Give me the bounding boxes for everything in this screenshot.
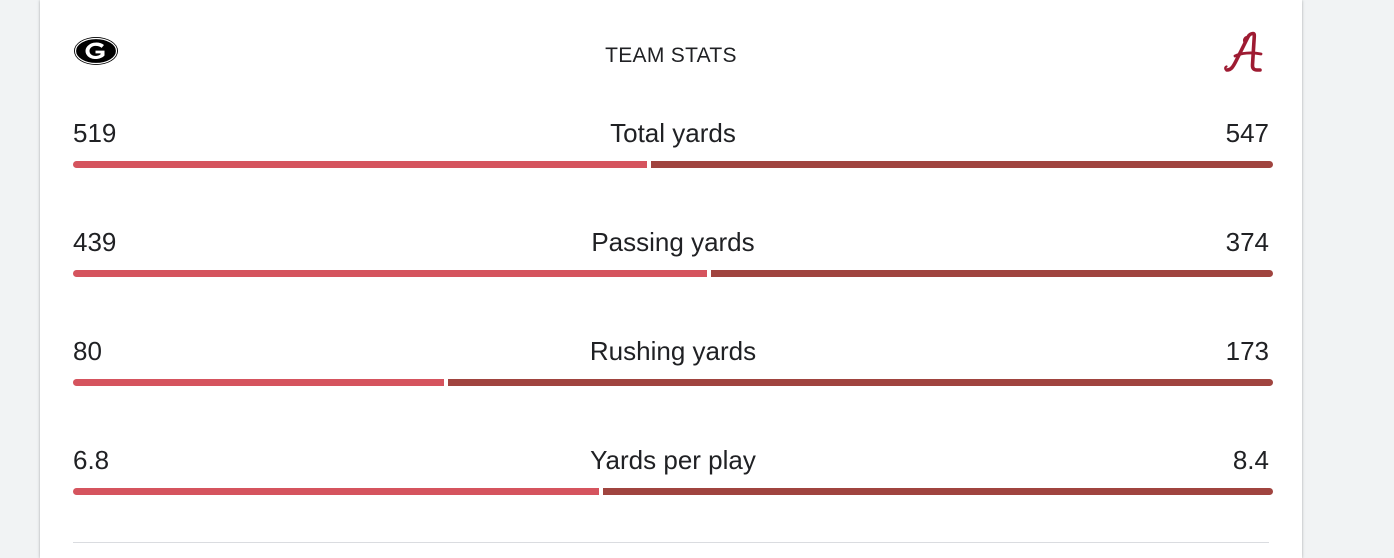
right-team-bar: [711, 270, 1273, 277]
alabama-script-a-logo-icon: [1224, 31, 1263, 72]
bar-divider: [599, 488, 603, 495]
left-team-bar: [73, 270, 707, 277]
right-team-bar: [651, 161, 1273, 168]
left-team-value: 6.8: [73, 445, 110, 475]
left-team-value: 519: [73, 118, 117, 148]
section-divider: [73, 542, 1269, 543]
team-stats-header: TEAM STATS: [73, 30, 1269, 78]
right-team-bar: [448, 379, 1273, 386]
stat-row-yards-per-play: 6.8 Yards per play 8.4: [73, 444, 1273, 524]
stat-row-rushing-yards: 80 Rushing yards 173: [73, 335, 1273, 415]
comparison-bar: [73, 270, 1273, 277]
right-team-value: 374: [1225, 227, 1269, 257]
stat-label: Total yards: [610, 118, 736, 148]
stat-label: Yards per play: [590, 445, 756, 475]
stat-row-total-yards: 519 Total yards 547: [73, 117, 1273, 197]
comparison-bar: [73, 488, 1273, 495]
comparison-bar: [73, 161, 1273, 168]
team-stats-title: TEAM STATS: [605, 44, 737, 67]
left-team-bar: [73, 161, 647, 168]
left-team-bar: [73, 488, 599, 495]
comparison-bar: [73, 379, 1273, 386]
bar-divider: [707, 270, 711, 277]
right-team-value: 547: [1225, 118, 1269, 148]
left-team-value: 439: [73, 227, 117, 257]
left-team-bar: [73, 379, 444, 386]
left-team-value: 80: [73, 336, 102, 366]
bar-divider: [444, 379, 448, 386]
team-stats-card: TEAM STATS 519 Total yards 547 439 Passi…: [40, 0, 1302, 558]
right-team-value: 173: [1225, 336, 1269, 366]
bar-divider: [647, 161, 651, 168]
stat-row-passing-yards: 439 Passing yards 374: [73, 226, 1273, 306]
right-team-bar: [603, 488, 1273, 495]
right-team-value: 8.4: [1232, 445, 1269, 475]
stat-label: Passing yards: [591, 227, 755, 257]
stat-label: Rushing yards: [589, 336, 757, 366]
georgia-g-logo-icon: [74, 37, 118, 65]
